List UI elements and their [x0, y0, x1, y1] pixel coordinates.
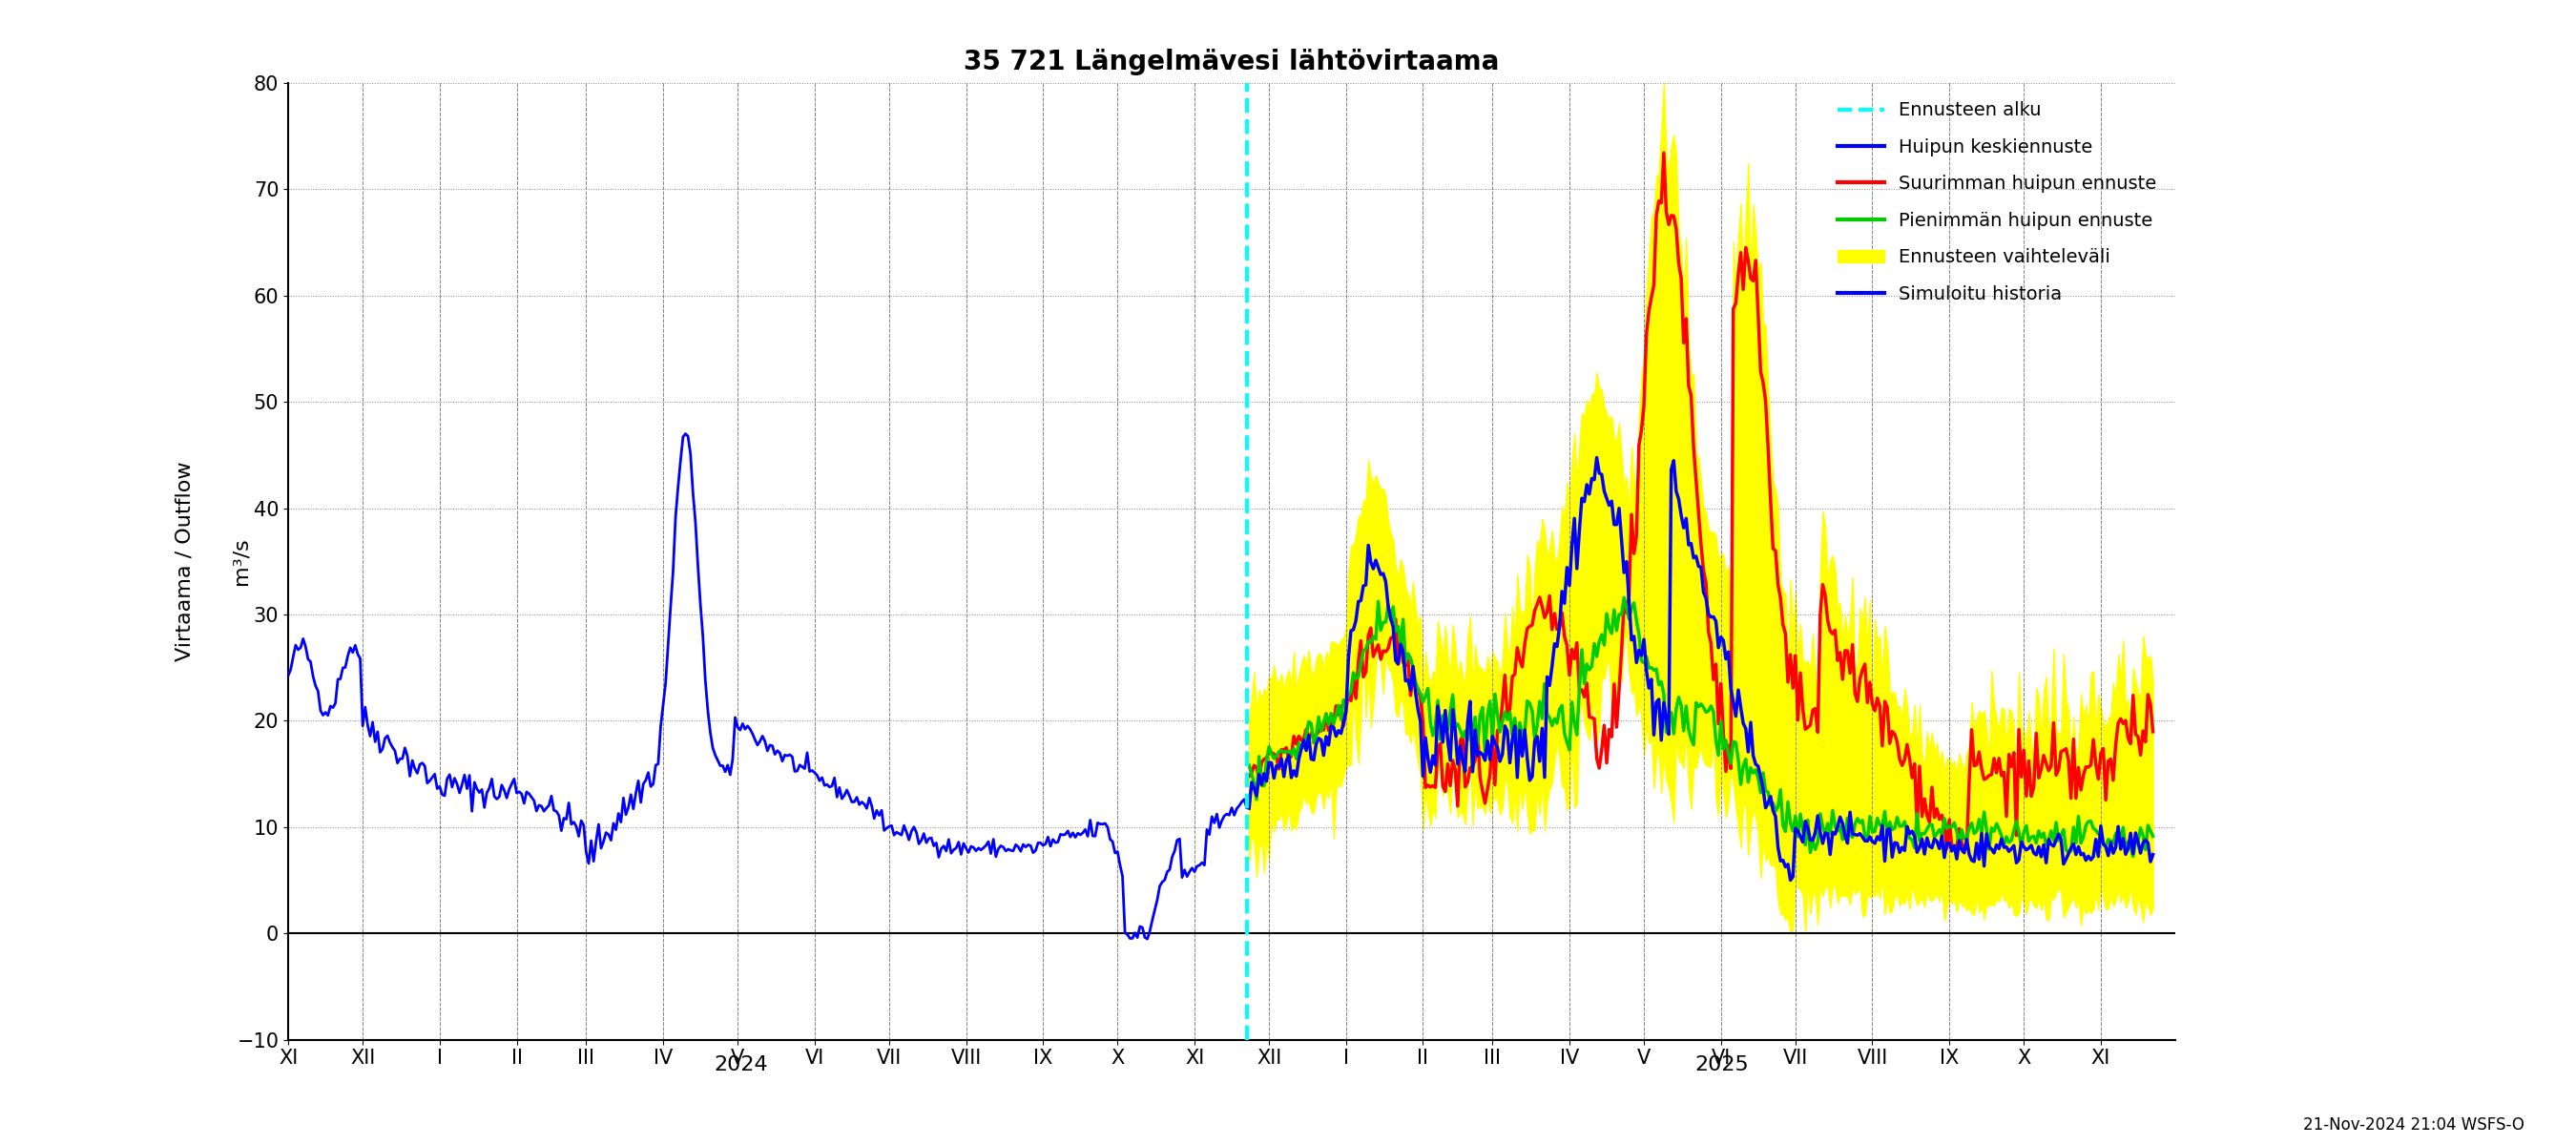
Text: 21-Nov-2024 21:04 WSFS-O: 21-Nov-2024 21:04 WSFS-O: [2303, 1116, 2524, 1134]
Text: Virtaama / Outflow: Virtaama / Outflow: [175, 461, 193, 662]
Text: 2025: 2025: [1695, 1056, 1749, 1075]
Text: m³/s: m³/s: [232, 537, 250, 585]
Title: 35 721 Längelmävesi lähtövirtaama: 35 721 Längelmävesi lähtövirtaama: [963, 48, 1499, 76]
Legend: Ennusteen alku, Huipun keskiennuste, Suurimman huipun ennuste, Pienimmän huipun : Ennusteen alku, Huipun keskiennuste, Suu…: [1829, 93, 2166, 313]
Text: 2024: 2024: [714, 1056, 768, 1075]
